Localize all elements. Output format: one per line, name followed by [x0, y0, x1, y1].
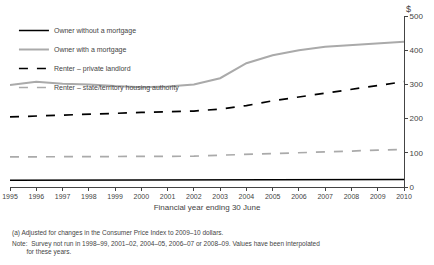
svg-text:2007: 2007: [317, 193, 333, 200]
svg-text:Renter – private landlord: Renter – private landlord: [54, 65, 131, 73]
svg-text:2010: 2010: [396, 193, 412, 200]
svg-text:$: $: [406, 4, 411, 14]
svg-text:200: 200: [410, 114, 424, 123]
svg-text:Note: Survey not run in 1998–: Note: Survey not run in 1998–99, 2001–02…: [12, 240, 320, 256]
svg-text:2003: 2003: [212, 193, 228, 200]
svg-text:1999: 1999: [107, 193, 123, 200]
svg-text:500: 500: [410, 12, 424, 21]
svg-text:2004: 2004: [239, 193, 255, 200]
svg-text:1995: 1995: [2, 193, 18, 200]
svg-text:2001: 2001: [160, 193, 176, 200]
svg-text:300: 300: [410, 80, 424, 89]
svg-text:Owner without a mortgage: Owner without a mortgage: [54, 27, 136, 35]
svg-text:2009: 2009: [370, 193, 386, 200]
svg-text:2008: 2008: [344, 193, 360, 200]
svg-text:Financial year ending 30 June: Financial year ending 30 June: [154, 203, 261, 212]
svg-text:2006: 2006: [291, 193, 307, 200]
svg-text:2002: 2002: [186, 193, 202, 200]
svg-text:0: 0: [410, 183, 415, 192]
svg-text:Renter – state/territory housi: Renter – state/territory housing authori…: [54, 84, 179, 92]
svg-text:2005: 2005: [265, 193, 281, 200]
svg-text:400: 400: [410, 46, 424, 55]
svg-text:Owner with a mortgage: Owner with a mortgage: [54, 46, 126, 54]
svg-text:1997: 1997: [55, 193, 71, 200]
svg-text:100: 100: [410, 149, 424, 158]
svg-text:2000: 2000: [134, 193, 150, 200]
svg-text:1996: 1996: [28, 193, 44, 200]
svg-text:1998: 1998: [81, 193, 97, 200]
svg-text:(a) Adjusted for changes in th: (a) Adjusted for changes in the Consumer…: [12, 229, 224, 237]
